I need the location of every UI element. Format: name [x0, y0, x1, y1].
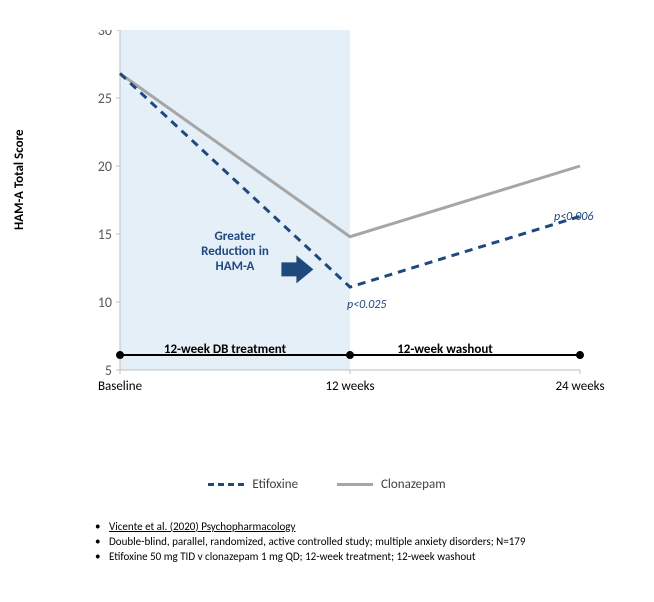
period-label-2: 12-week washout — [370, 342, 520, 357]
y-axis-label: HAM-A Total Score — [12, 129, 27, 230]
p-value-2: p<0.006 — [554, 210, 594, 224]
footnote-1: Vicente et al. (2020) Psychopharmacology — [95, 520, 615, 535]
legend-label: Clonazepam — [381, 477, 446, 492]
footnote-3: Etifoxine 50 mg TID v clonazepam 1 mg QD… — [95, 550, 615, 565]
legend-label: Etifoxine — [252, 477, 298, 492]
xtick-label: 24 weeks — [555, 379, 604, 394]
legend-item-etifoxine: Etifoxine — [208, 477, 298, 492]
center-annotation: Greater Reduction in HAM-A — [190, 230, 280, 275]
ytick-label: 15 — [98, 226, 112, 243]
legend-item-clonazepam: Clonazepam — [337, 477, 446, 492]
legend-swatch-clonazepam — [337, 483, 373, 486]
footnote-2: Double-blind, parallel, randomized, acti… — [95, 535, 615, 550]
ytick-label: 30 — [98, 30, 112, 39]
xtick-label: Baseline — [98, 379, 142, 394]
footnotes: Vicente et al. (2020) Psychopharmacology… — [95, 520, 615, 565]
chart-area: 5 10 15 20 25 30 Baseline 12 weeks 24 weeks — [60, 20, 620, 440]
ytick-label: 10 — [98, 294, 112, 311]
legend: Etifoxine Clonazepam — [0, 475, 654, 492]
ytick-label: 5 — [105, 362, 112, 379]
period-label-1: 12-week DB treatment — [140, 342, 310, 357]
ytick-label: 25 — [98, 90, 112, 107]
xtick-label: 12 weeks — [325, 379, 374, 394]
ytick-label: 20 — [98, 158, 112, 175]
p-value-1: p<0.025 — [347, 298, 387, 312]
legend-swatch-etifoxine — [208, 483, 244, 486]
